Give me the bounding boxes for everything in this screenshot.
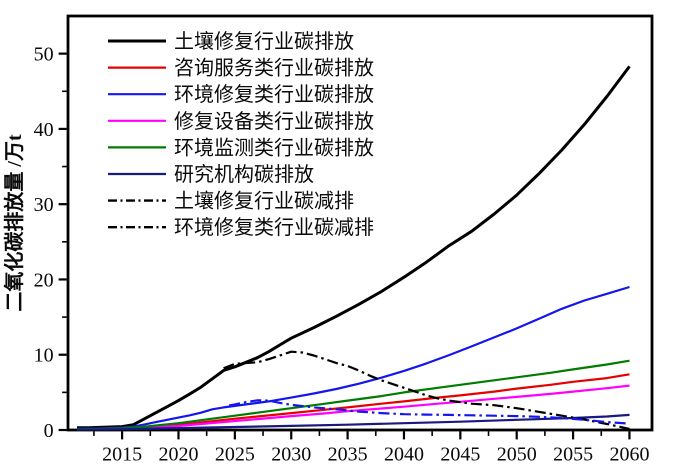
series-line-5: [76, 359, 630, 431]
series-line-3: [76, 285, 630, 430]
y-axis-title: 二氧化碳排放量 /万t: [2, 134, 26, 312]
legend-label-1: 土壤修复行业碳排放: [174, 30, 354, 53]
series-line-7: [223, 350, 630, 430]
legend-label-4: 修复设备类行业碳排放: [174, 110, 374, 133]
y-tick-label: 30: [34, 194, 54, 216]
series-line-4: [76, 384, 630, 431]
x-tick-label: 2035: [328, 443, 368, 465]
x-tick-label: 2050: [497, 443, 537, 465]
x-tick-label: 2025: [215, 443, 255, 465]
legend-label-8: 环境修复类行业碳减排: [174, 216, 374, 239]
y-tick-label: 10: [34, 345, 54, 367]
y-tick-label: 40: [34, 119, 54, 141]
x-tick-label: 2060: [609, 443, 649, 465]
y-tick-label: 0: [44, 420, 54, 442]
legend-label-6: 研究机构碳排放: [174, 163, 314, 186]
x-tick-label: 2045: [440, 443, 480, 465]
legend-label-2: 咨询服务类行业碳排放: [174, 57, 374, 80]
x-tick-label: 2055: [553, 443, 593, 465]
y-tick-label: 20: [34, 269, 54, 291]
x-tick-label: 2020: [158, 443, 198, 465]
plot-frame: [66, 14, 654, 432]
series-line-8: [228, 399, 630, 425]
x-tick-label: 2040: [384, 443, 424, 465]
x-tick-label: 2015: [102, 443, 142, 465]
y-tick-label: 50: [34, 44, 54, 66]
legend-label-3: 环境修复类行业碳排放: [174, 83, 374, 106]
series-line-1: [77, 65, 631, 430]
x-tick-label: 2030: [271, 443, 311, 465]
legend-label-7: 土壤修复行业碳减排: [174, 190, 354, 213]
legend-label-5: 环境监测类行业碳排放: [174, 136, 374, 159]
